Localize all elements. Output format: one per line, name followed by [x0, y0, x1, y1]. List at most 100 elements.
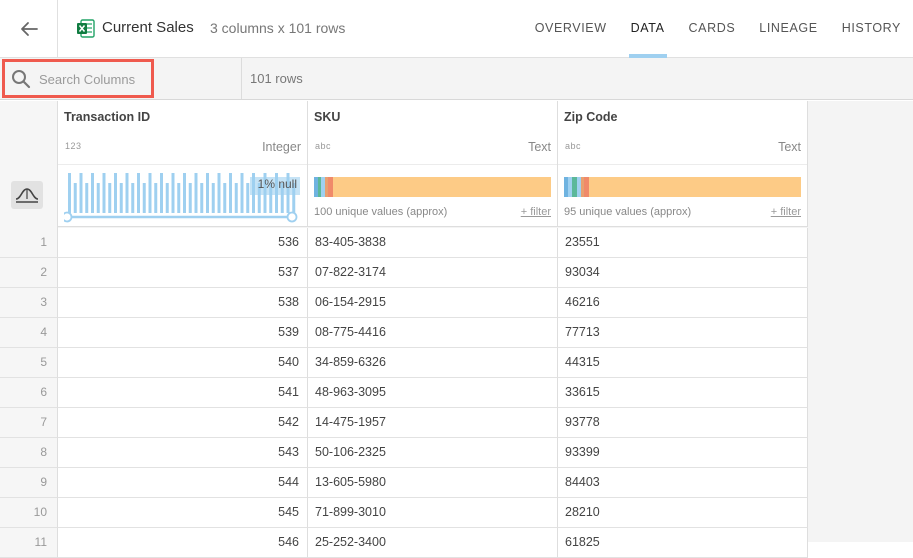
transaction-id-cell[interactable]: 540 — [58, 348, 308, 378]
transaction-id-cell[interactable]: 538 — [58, 288, 308, 318]
category-segment — [325, 177, 328, 197]
zip-code-cell[interactable]: 46216 — [558, 288, 808, 318]
row-number: 2 — [0, 258, 58, 288]
category-segment — [321, 177, 325, 197]
category-segment — [564, 177, 568, 197]
histogram-bar — [229, 173, 232, 213]
column-header-transaction-id[interactable]: Transaction ID 123 Integer 1% null — [58, 101, 308, 227]
sku-cell[interactable]: 07-822-3174 — [308, 258, 558, 288]
sku-cell[interactable]: 06-154-2915 — [308, 288, 558, 318]
histogram-bar — [257, 183, 261, 213]
row-count: 101 rows — [250, 71, 303, 86]
category-distribution-bar[interactable] — [314, 177, 551, 197]
transaction-id-cell[interactable]: 541 — [58, 378, 308, 408]
app-header: Current Sales 3 columns x 101 rows OVERV… — [0, 0, 913, 58]
row-number: 3 — [0, 288, 58, 318]
dataset-title: Current Sales — [102, 19, 194, 36]
sku-cell[interactable]: 14-475-1957 — [308, 408, 558, 438]
histogram-bar — [114, 173, 117, 213]
profile-toggle-button[interactable] — [11, 181, 43, 209]
column-type: Text — [778, 140, 801, 154]
histogram-bar — [183, 173, 186, 213]
zip-code-cell[interactable]: 44315 — [558, 348, 808, 378]
transaction-id-cell[interactable]: 545 — [58, 498, 308, 528]
category-segment — [584, 177, 589, 197]
sku-cell[interactable]: 25-252-3400 — [308, 528, 558, 558]
category-segment — [328, 177, 333, 197]
tab-history[interactable]: HISTORY — [841, 21, 901, 35]
zip-code-cell[interactable]: 23551 — [558, 228, 808, 258]
range-max-handle — [286, 211, 298, 223]
tab-lineage[interactable]: LINEAGE — [759, 21, 818, 35]
table-row: 9 544 13-605-5980 84403 — [0, 468, 808, 498]
histogram-bar — [79, 173, 83, 213]
sku-cell[interactable]: 48-963-3095 — [308, 378, 558, 408]
header-divider — [308, 164, 557, 165]
row-number: 6 — [0, 378, 58, 408]
sku-cell[interactable]: 08-775-4416 — [308, 318, 558, 348]
header-divider — [558, 164, 807, 165]
column-name: SKU — [314, 110, 341, 124]
dataset-dimensions: 3 columns x 101 rows — [210, 20, 346, 36]
search-columns-input[interactable] — [39, 68, 149, 90]
zip-code-cell[interactable]: 28210 — [558, 498, 808, 528]
zip-code-cell[interactable]: 93034 — [558, 258, 808, 288]
sku-cell[interactable]: 50-106-2325 — [308, 438, 558, 468]
toolbar-divider — [241, 58, 242, 99]
column-name: Transaction ID — [64, 110, 151, 124]
tab-cards[interactable]: CARDS — [688, 21, 736, 35]
category-segment — [577, 177, 581, 197]
histogram-bar — [292, 183, 296, 213]
histogram-bar — [223, 183, 227, 213]
histogram-bar — [148, 173, 152, 213]
column-header-sku[interactable]: SKU abc Text 100 unique values (approx) … — [308, 101, 558, 227]
transaction-id-cell[interactable]: 537 — [58, 258, 308, 288]
transaction-id-cell[interactable]: 539 — [58, 318, 308, 348]
sku-cell[interactable]: 71-899-3010 — [308, 498, 558, 528]
range-min-handle — [64, 211, 73, 223]
transaction-id-cell[interactable]: 536 — [58, 228, 308, 258]
category-segment — [314, 177, 318, 197]
category-distribution-bar[interactable] — [564, 177, 801, 197]
zip-code-cell[interactable]: 61825 — [558, 528, 808, 558]
transaction-id-cell[interactable]: 546 — [58, 528, 308, 558]
zip-code-cell[interactable]: 77713 — [558, 318, 808, 348]
row-number: 4 — [0, 318, 58, 348]
table-row: 3 538 06-154-2915 46216 — [0, 288, 808, 318]
tab-data[interactable]: DATA — [623, 0, 673, 58]
transaction-id-cell[interactable]: 542 — [58, 408, 308, 438]
sku-cell[interactable]: 34-859-6326 — [308, 348, 558, 378]
text-type-icon: abc — [315, 141, 332, 151]
row-number: 8 — [0, 438, 58, 468]
sku-cell[interactable]: 83-405-3838 — [308, 228, 558, 258]
excel-file-icon — [77, 19, 95, 38]
histogram-bar — [125, 173, 129, 213]
zip-code-cell[interactable]: 84403 — [558, 468, 808, 498]
add-filter-link[interactable]: + filter — [520, 206, 551, 218]
category-segment — [589, 177, 801, 197]
histogram-bar — [142, 183, 146, 213]
tab-bar: OVERVIEW DATA CARDS LINEAGE HISTORY — [523, 0, 913, 58]
null-bar-backdrop — [250, 177, 300, 195]
transaction-id-cell[interactable]: 543 — [58, 438, 308, 468]
search-columns-box[interactable] — [2, 59, 154, 98]
zip-code-cell[interactable]: 33615 — [558, 378, 808, 408]
column-header-zip-code[interactable]: Zip Code abc Text 95 unique values (appr… — [558, 101, 808, 227]
category-segment — [581, 177, 584, 197]
zip-code-cell[interactable]: 93399 — [558, 438, 808, 468]
back-button[interactable] — [0, 0, 58, 58]
histogram-bar — [165, 183, 169, 213]
tab-overview[interactable]: OVERVIEW — [534, 21, 607, 35]
histogram-bar — [85, 183, 89, 213]
integer-type-icon: 123 — [65, 141, 82, 151]
category-segment — [572, 177, 577, 197]
histogram-bar — [280, 183, 284, 213]
value-histogram[interactable] — [64, 169, 302, 223]
zip-code-cell[interactable]: 93778 — [558, 408, 808, 438]
sku-cell[interactable]: 13-605-5980 — [308, 468, 558, 498]
row-number: 11 — [0, 528, 58, 558]
search-icon — [12, 70, 31, 89]
add-filter-link[interactable]: + filter — [770, 206, 801, 218]
transaction-id-cell[interactable]: 544 — [58, 468, 308, 498]
table-row: 11 546 25-252-3400 61825 — [0, 528, 808, 558]
